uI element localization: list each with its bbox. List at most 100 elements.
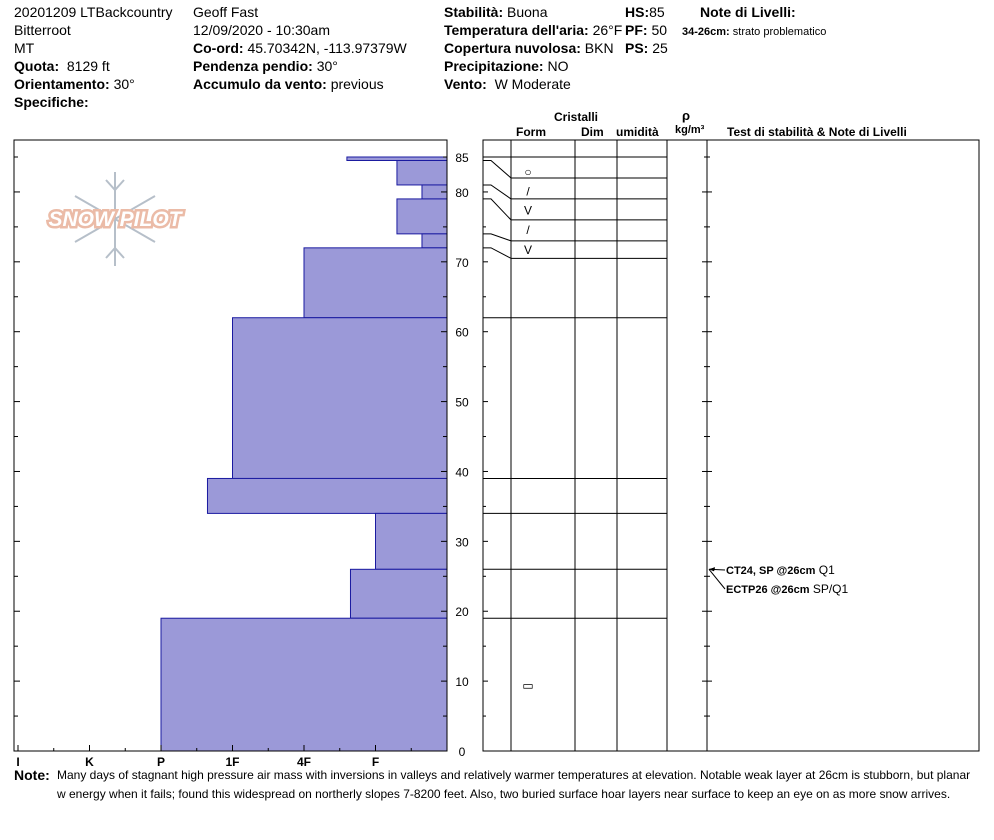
depth-tick-label: 50 [455, 396, 469, 410]
layer-connector [483, 247, 512, 259]
grain-form-symbol: V [524, 243, 532, 257]
precip-value: NO [547, 58, 569, 74]
depth-tick-label: 20 [455, 605, 469, 619]
test-result-name: ECTP26 @26cm [726, 584, 810, 596]
hardness-tick-label: P [157, 755, 165, 769]
hardness-layer [421, 233, 448, 249]
observer: Geoff Fast [193, 4, 259, 20]
layer-connector [483, 233, 512, 242]
ps: PS: 25 [625, 40, 668, 57]
crystals-header: Cristalli [554, 110, 599, 124]
hardness-layer [375, 512, 448, 570]
notes-line-2: w energy when it fails; found this wides… [57, 787, 951, 801]
air-temp-value: 26°F [592, 22, 623, 38]
hs-value: 85 [649, 4, 665, 20]
aspect: Orientamento: 30° [14, 76, 135, 93]
grain-form-symbol: / [526, 223, 530, 237]
layer-note-text: strato problematico [732, 26, 827, 38]
wind-loading-label: Accumulo da vento: [193, 76, 327, 92]
depth-tick-label: 30 [455, 535, 469, 549]
pf-value: 50 [651, 22, 668, 38]
layer-note-range: 34-26cm: [682, 26, 730, 38]
aspect-value: 30° [113, 76, 135, 92]
wind-loading: Accumulo da vento: previous [193, 76, 384, 93]
site-name: 20201209 LTBackcountry [14, 4, 173, 20]
wind-loading-value: previous [330, 76, 384, 92]
hardness-tick-label: 1F [225, 755, 239, 769]
hardness-layer [206, 477, 448, 514]
snowflake-icon [74, 172, 156, 266]
grain-form-symbol: V [524, 203, 532, 217]
wind: Vento: W Moderate [444, 76, 571, 93]
test-pointer-arrow [709, 567, 715, 572]
state-name: MT [14, 40, 35, 56]
hardness-tick-label: 4F [297, 755, 311, 769]
wind-label: Vento: [444, 76, 487, 92]
grain-form-symbol: / [526, 185, 530, 199]
crystal-grid: ○ / V / V ▭ [482, 139, 980, 752]
coords-label: Co-ord: [193, 40, 244, 56]
moisture-header: umidità [616, 125, 659, 139]
hardness-profile [160, 156, 448, 752]
depth-tick-label: 60 [455, 326, 469, 340]
logo-text: SNOW PILOT [49, 208, 184, 231]
tests-header: Test di stabilità & Note di Livelli [727, 125, 907, 139]
cloud-cover-value: BKN [584, 40, 614, 56]
air-temp-label: Temperatura dell'aria: [444, 22, 589, 38]
stability-tests: CT24, SP @26cm Q1 ECTP26 @26cm SP/Q1 [708, 563, 849, 596]
ps-label: PS: [625, 40, 649, 56]
test-result-quality: Q1 [815, 563, 835, 577]
pf-label: PF: [625, 22, 648, 38]
notes-line-1: Many days of stagnant high pressure air … [57, 768, 971, 782]
coords-value: 45.70342N, -113.97379W [247, 40, 407, 56]
hardness-layer [303, 247, 448, 319]
range-name: Bitterroot [14, 22, 71, 38]
size-header: Dim [581, 125, 604, 139]
hardness-frame [13, 139, 448, 752]
notes-label: Note: [14, 767, 50, 783]
layer-note: 34-26cm: strato problematico [682, 24, 826, 41]
elevation: Quota: 8129 ft [14, 58, 110, 75]
elevation-label: Quota: [14, 58, 60, 74]
hardness-layer [396, 198, 448, 235]
depth-tick-label: 80 [455, 186, 469, 200]
hardness-layer [232, 317, 448, 479]
hardness-layer [349, 568, 448, 619]
test-result-name: CT24, SP @26cm [726, 565, 816, 577]
layer-notes-title: Note di Livelli: [700, 4, 796, 20]
layer-connector [483, 184, 512, 200]
depth-tick-label: 40 [455, 465, 469, 479]
slope-label: Pendenza pendio: [193, 58, 313, 74]
crystal-frame [482, 139, 980, 752]
hardness-layer [346, 156, 448, 161]
stability: Stabilità: Buona [444, 4, 548, 21]
grain-form-symbol: ○ [524, 165, 531, 179]
slope: Pendenza pendio: 30° [193, 58, 338, 75]
depth-tick-label: 10 [455, 675, 469, 689]
hardness-layer [160, 617, 448, 752]
rho-header: ρ [682, 108, 691, 123]
slope-value: 30° [316, 58, 338, 74]
hardness-axes: 0 10 20 30 40 50 60 70 80 85 I K P 1F 4F F [13, 139, 469, 769]
depth-tick-label: 0 [459, 745, 466, 759]
grain-form-symbol: ▭ [522, 679, 533, 693]
density-unit-header: kg/m³ [675, 124, 705, 136]
snowpilot-logo: SNOW PILOT [46, 172, 186, 266]
air-temp: Temperatura dell'aria: 26°F [444, 22, 622, 39]
form-header: Form [516, 125, 546, 139]
precip-label: Precipitazione: [444, 58, 544, 74]
wind-value: W Moderate [494, 76, 571, 92]
test-result-quality: SP/Q1 [810, 582, 849, 596]
aspect-label: Orientamento: [14, 76, 110, 92]
hs-label: HS: [625, 4, 650, 20]
hs: HS:85 [625, 4, 665, 21]
layer-connector [483, 198, 512, 221]
hardness-tick-label: I [16, 755, 19, 769]
specifics-label: Specifiche: [14, 94, 89, 110]
pf: PF: 50 [625, 22, 667, 39]
stability-label: Stabilità: [444, 4, 504, 20]
coords: Co-ord: 45.70342N, -113.97379W [193, 40, 407, 57]
cloud-cover-label: Copertura nuvolosa: [444, 40, 581, 56]
test-result: ECTP26 @26cm SP/Q1 [726, 582, 849, 596]
